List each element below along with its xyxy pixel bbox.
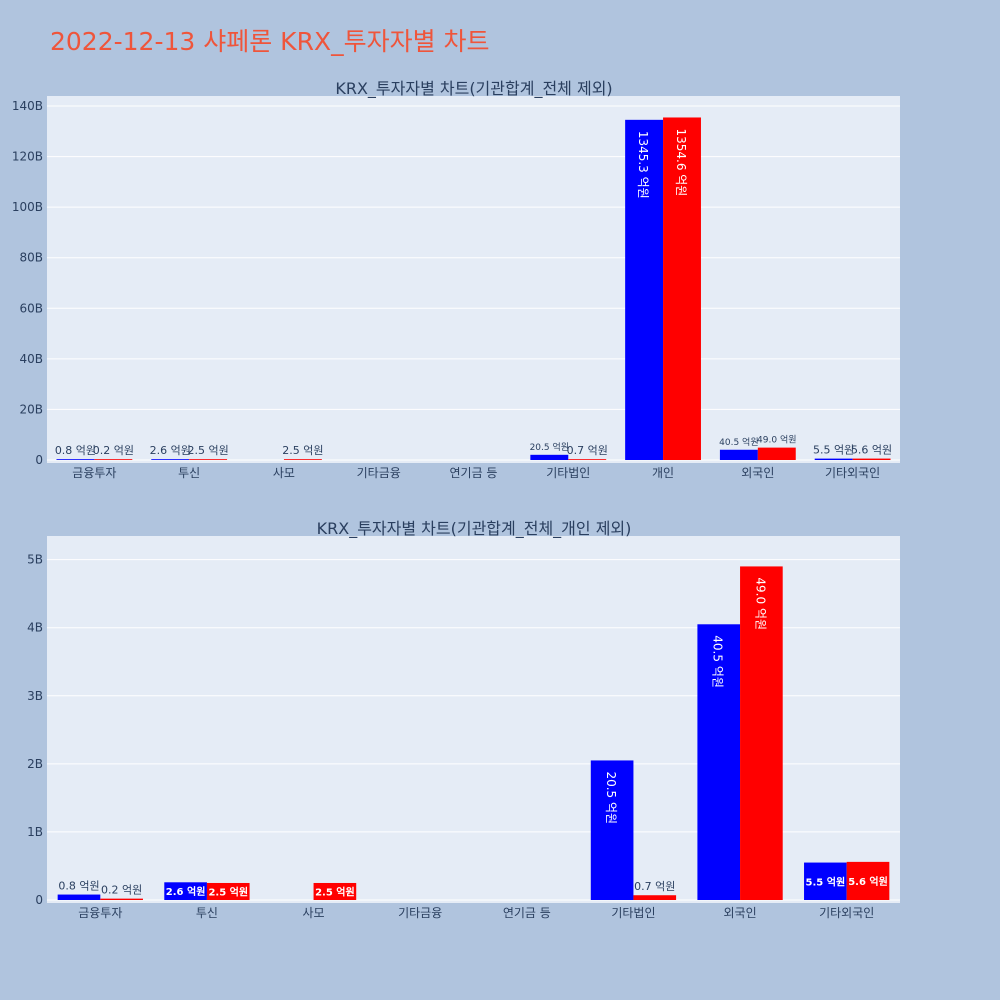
data-label: 1354.6 억원 <box>674 128 688 196</box>
x-tick-label: 사모 <box>273 466 295 480</box>
data-label: 49.0 억원 <box>757 434 796 446</box>
bar <box>100 898 143 900</box>
data-label: 40.5 억원 <box>719 436 758 448</box>
y-tick-label: 5B <box>27 553 43 567</box>
bar <box>568 459 607 460</box>
y-tick-label: 1B <box>27 825 43 839</box>
data-label: 0.7 억원 <box>567 444 608 457</box>
y-tick-label: 20B <box>19 402 43 416</box>
data-label: 40.5 억원 <box>711 635 725 688</box>
x-tick-label: 투신 <box>196 906 218 920</box>
bar <box>94 459 133 460</box>
x-tick-label: 연기금 등 <box>503 906 551 920</box>
bar <box>846 861 890 900</box>
y-tick-label: 2B <box>27 757 43 771</box>
data-label: 1345.3 억원 <box>636 131 650 199</box>
data-label: 5.6 억원 <box>848 875 888 888</box>
data-label: 0.7 억원 <box>634 880 675 893</box>
x-tick-label: 기타외국인 <box>825 466 880 480</box>
y-tick-label: 140B <box>12 99 43 113</box>
page-title: 2022-12-13 샤페론 KRX_투자자별 차트 <box>50 27 490 56</box>
bar <box>590 760 634 900</box>
data-label: 0.8 억원 <box>55 444 96 457</box>
data-label: 5.6 억원 <box>851 444 892 457</box>
chart-title: KRX_투자자별 차트(기관합계_전체 제외) <box>335 79 612 99</box>
bar <box>757 447 796 460</box>
bar <box>189 459 228 460</box>
bar <box>57 894 101 900</box>
data-label: 2.5 억원 <box>282 444 323 457</box>
x-tick-label: 기타금융 <box>357 466 401 480</box>
bar <box>164 882 207 900</box>
data-label: 5.5 억원 <box>813 444 854 457</box>
data-label: 0.2 억원 <box>101 884 142 897</box>
bar <box>814 458 853 460</box>
bar <box>719 449 758 460</box>
bar <box>740 566 783 900</box>
x-tick-label: 외국인 <box>741 466 774 480</box>
x-tick-label: 투신 <box>178 466 200 480</box>
x-tick-label: 연기금 등 <box>450 466 498 480</box>
plot-area <box>47 96 900 463</box>
bar <box>283 459 322 460</box>
data-label: 2.5 억원 <box>208 885 248 898</box>
y-tick-label: 100B <box>12 200 43 214</box>
data-label: 5.5 억원 <box>806 875 846 888</box>
data-label: 49.0 억원 <box>753 577 767 630</box>
y-tick-label: 0 <box>35 453 43 467</box>
data-label: 0.8 억원 <box>58 880 99 893</box>
chart-2: 0 1B 2B 3B 4B 5B KRX_투자자별 차트(기관합계_전체_개인 제외) 금융투… <box>27 519 900 920</box>
x-tick-label: 기타법인 <box>546 466 590 480</box>
bar <box>625 119 664 460</box>
bar <box>663 117 701 461</box>
chart-1: 0 20B 40B 60B 80B 100B 120B 140B KRX_투자자별 차트(기관합… <box>12 79 900 480</box>
bar <box>530 454 569 460</box>
y-tick-label: 40B <box>19 352 43 366</box>
bar <box>852 458 891 460</box>
data-label: 2.5 억원 <box>315 885 355 898</box>
x-tick-label: 사모 <box>303 906 325 920</box>
bar <box>697 624 741 900</box>
bar <box>804 862 847 900</box>
x-tick-label: 기타금융 <box>398 906 442 920</box>
bar <box>313 882 357 900</box>
y-tick-label: 0 <box>35 893 43 907</box>
bar <box>56 459 95 460</box>
chart-title: KRX_투자자별 차트(기관합계_전체_개인 제외) <box>317 519 632 539</box>
x-tick-label: 금융투자 <box>78 906 122 920</box>
data-label: 0.2 억원 <box>93 444 134 457</box>
bar <box>633 895 677 900</box>
x-tick-label: 금융투자 <box>72 466 116 480</box>
x-tick-label: 기타외국인 <box>819 906 874 920</box>
y-tick-label: 4B <box>27 621 43 635</box>
data-label: 20.5 억원 <box>530 441 569 453</box>
x-tick-label: 외국인 <box>724 906 757 920</box>
bar <box>206 882 250 900</box>
x-tick-label: 개인 <box>652 466 674 480</box>
y-tick-label: 120B <box>12 150 43 164</box>
data-label: 2.6 억원 <box>150 444 191 457</box>
bar <box>151 459 190 460</box>
data-label: 2.6 억원 <box>166 885 206 898</box>
y-tick-label: 60B <box>19 301 43 315</box>
data-label: 20.5 억원 <box>604 771 618 824</box>
y-tick-label: 3B <box>27 689 43 703</box>
data-label: 2.5 억원 <box>188 444 229 457</box>
x-tick-label: 기타법인 <box>611 906 655 920</box>
y-tick-label: 80B <box>19 251 43 265</box>
